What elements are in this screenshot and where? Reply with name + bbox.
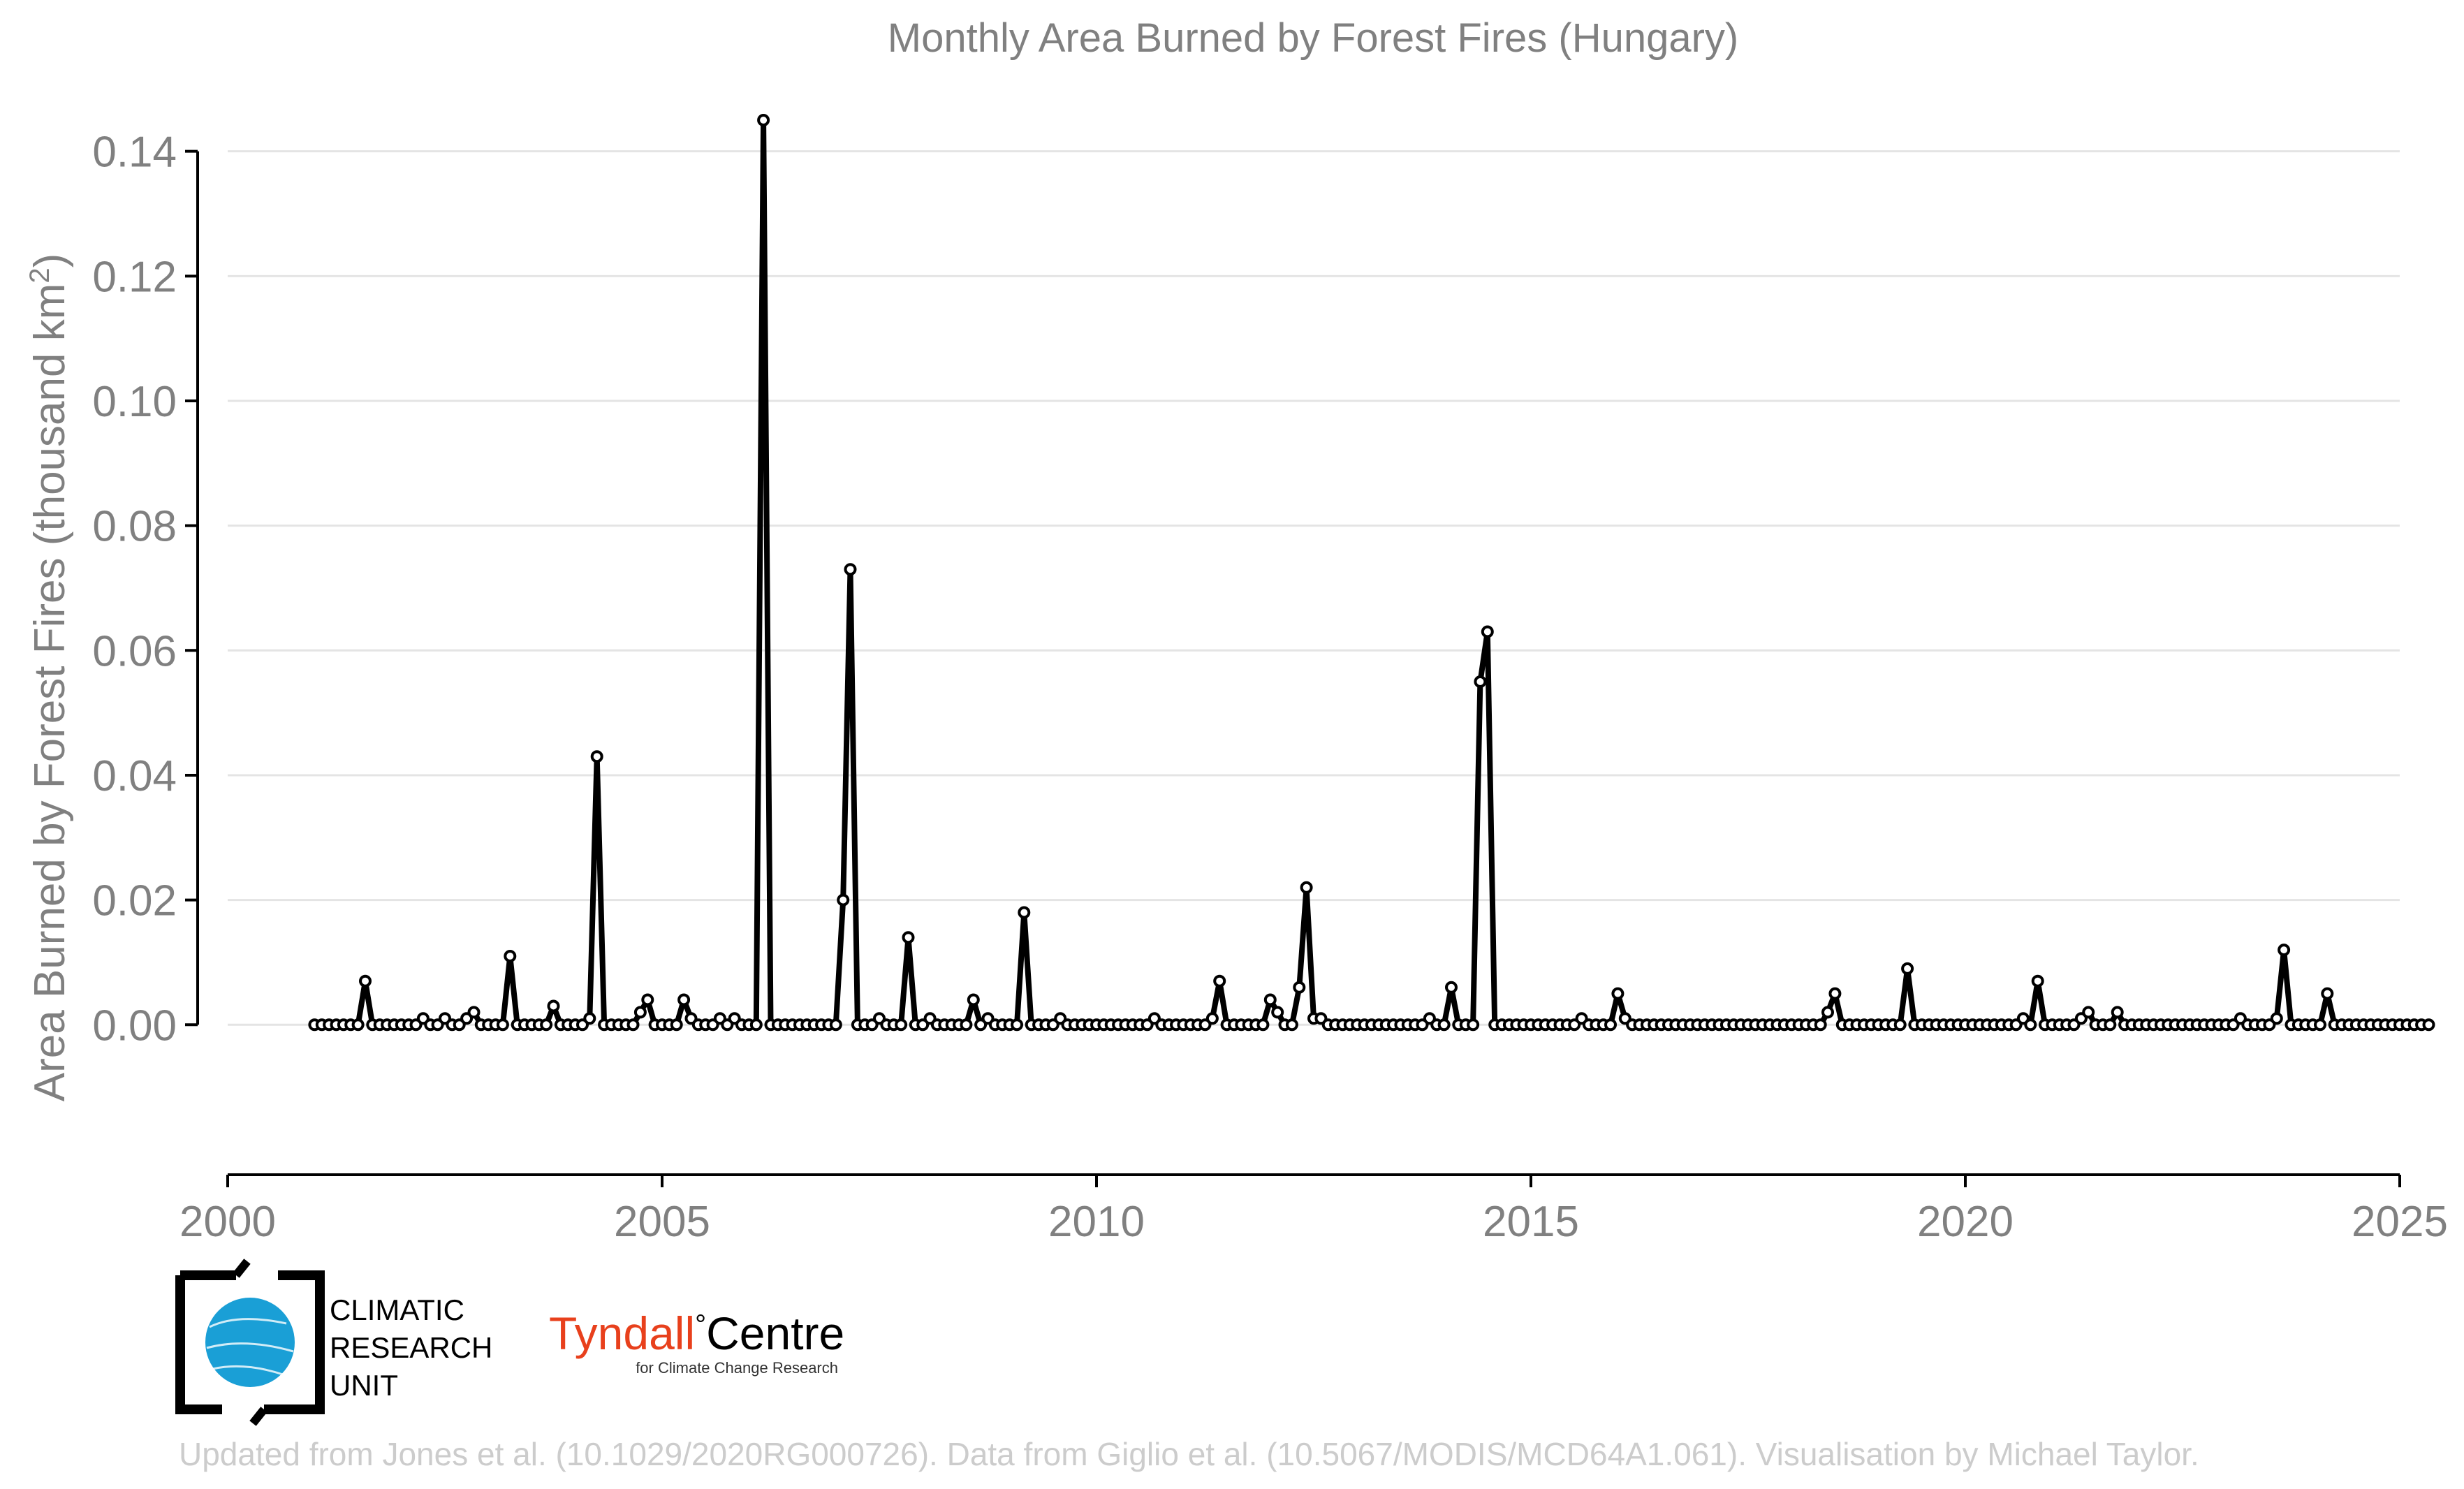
y-axis-label-main: Area Burned by Forest Fires (thousand km (26, 284, 74, 1102)
data-point (967, 993, 980, 1006)
data-point (1011, 1018, 1023, 1032)
y-axis-ticks: 0.00 0.02 0.04 0.06 0.08 0.10 0.12 0.14 (92, 129, 198, 1050)
data-point (2321, 987, 2334, 1000)
y-tick-label: 0.12 (92, 253, 177, 301)
data-point (351, 1018, 365, 1032)
data-point (467, 1006, 481, 1019)
data-point (1205, 1012, 1219, 1025)
data-point (2082, 1006, 2095, 1019)
data-point (1213, 974, 1226, 988)
data-point (2314, 1018, 2326, 1032)
data-point (2031, 974, 2044, 988)
data-point (1256, 1018, 1270, 1032)
x-tick-label: 2005 (614, 1198, 710, 1246)
data-point (1893, 1018, 1907, 1032)
y-axis-label-sup: 2 (24, 267, 55, 283)
series-line (314, 117, 2429, 1028)
data-point (1828, 987, 1842, 1000)
tyndall-logo: Tyndall°Centre for Climate Change Resear… (549, 1307, 844, 1377)
series-points (308, 114, 2435, 1032)
data-point (1437, 1018, 1451, 1032)
chart-title: Monthly Area Burned by Forest Fires (Hun… (888, 15, 1738, 61)
cru-line-2: RESEARCH (330, 1331, 492, 1364)
x-tick-label: 2010 (1048, 1198, 1145, 1246)
data-point (626, 1018, 640, 1032)
tyndall-degree: ° (695, 1310, 706, 1340)
data-point (1611, 987, 1625, 1000)
footer-credit: Updated from Jones et al. (10.1029/2020R… (179, 1436, 2199, 1472)
y-tick-label: 0.02 (92, 877, 177, 925)
data-point (540, 1018, 553, 1032)
data-point (2104, 1018, 2117, 1032)
data-point (757, 114, 770, 126)
y-tick-label: 0.04 (92, 752, 177, 800)
x-tick-label: 2015 (1483, 1198, 1579, 1246)
data-point (895, 1018, 908, 1032)
data-point (2024, 1018, 2037, 1032)
data-point (902, 931, 915, 944)
data-point (2422, 1018, 2435, 1032)
data-point (1821, 1006, 1834, 1019)
data-point (1300, 881, 1313, 894)
data-point (1445, 981, 1458, 994)
data-point (837, 893, 850, 907)
cru-line-3: UNIT (330, 1369, 398, 1402)
data-point (1901, 962, 1914, 975)
data-point (1293, 981, 1306, 994)
tyndall-subtitle: for Climate Change Research (636, 1359, 838, 1377)
tyndall-word: Tyndall (549, 1307, 695, 1359)
data-point (641, 993, 654, 1006)
data-point (1474, 675, 1487, 688)
data-point (590, 750, 603, 763)
data-point (547, 999, 560, 1013)
x-axis-ticks: 2000 2005 2010 2015 2020 2025 (179, 1175, 2448, 1246)
y-tick-label: 0.10 (92, 378, 177, 426)
data-point (504, 950, 517, 962)
data-point (670, 1018, 683, 1032)
data-point (496, 1018, 509, 1032)
svg-text:Tyndall°Centre: Tyndall°Centre (549, 1307, 844, 1359)
data-point (1018, 906, 1031, 919)
data-point (1263, 993, 1277, 1006)
grid-lines (228, 150, 2400, 1026)
y-axis-label: Area Burned by Forest Fires (thousand km… (24, 254, 74, 1102)
cru-logo: CLIMATIC RESEARCH UNIT (175, 1259, 492, 1426)
y-tick-label: 0.06 (92, 627, 177, 675)
data-point (829, 1018, 842, 1032)
data-point (749, 1018, 763, 1032)
data-point (844, 563, 857, 576)
data-point (1481, 625, 1494, 638)
tyndall-centre-word: Centre (706, 1307, 844, 1359)
data-point (1285, 1018, 1298, 1032)
y-tick-label: 0.14 (92, 129, 177, 177)
y-axis-label-close: ) (26, 254, 74, 268)
data-point (2270, 1012, 2283, 1025)
data-point (1467, 1018, 1480, 1032)
data-point (633, 1006, 647, 1019)
data-point (677, 993, 691, 1006)
data-point (1814, 1018, 1827, 1032)
cru-line-1: CLIMATIC (330, 1293, 464, 1326)
data-point (2278, 944, 2291, 957)
data-point (2111, 1006, 2124, 1019)
x-tick-label: 2025 (2352, 1198, 2448, 1246)
data-point (1604, 1018, 1617, 1032)
x-tick-label: 2020 (1917, 1198, 2014, 1246)
y-tick-label: 0.00 (92, 1002, 177, 1050)
data-point (960, 1018, 973, 1032)
y-tick-label: 0.08 (92, 503, 177, 551)
data-point (359, 974, 372, 988)
data-point (1271, 1006, 1284, 1019)
x-tick-label: 2000 (179, 1198, 276, 1246)
data-point (583, 1012, 596, 1025)
